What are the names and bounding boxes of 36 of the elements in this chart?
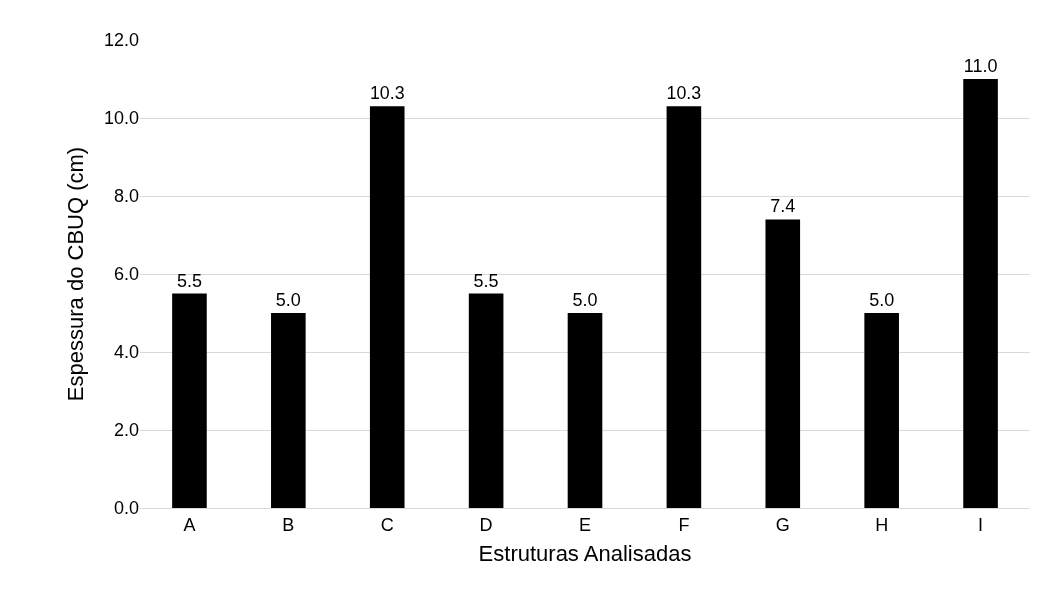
x-tick-label: E — [578, 514, 592, 535]
x-tick-label: C — [380, 514, 394, 535]
data-label: 5.5 — [473, 270, 499, 291]
bar — [172, 293, 207, 508]
y-tick-label: 4.0 — [113, 342, 139, 363]
y-tick-label: 8.0 — [113, 186, 139, 207]
y-tick-label: 2.0 — [113, 420, 139, 441]
x-tick-label: I — [978, 514, 984, 535]
y-axis-title: Espessura do CBUQ (cm) — [62, 146, 88, 402]
bar — [567, 313, 603, 508]
bar — [369, 106, 405, 508]
x-tick-label: D — [479, 514, 493, 535]
data-label: 11.0 — [963, 56, 998, 76]
y-tick-label: 0.0 — [113, 498, 139, 519]
data-label: 5.0 — [572, 290, 598, 310]
data-label: 10.3 — [666, 83, 702, 104]
bar — [468, 293, 504, 508]
data-label: 5.5 — [176, 270, 202, 291]
data-label: 5.0 — [869, 290, 895, 310]
y-tick-label: 6.0 — [113, 264, 139, 285]
data-label: 5.0 — [275, 290, 301, 310]
y-tick-label: 10.0 — [103, 108, 139, 129]
x-tick-label: G — [775, 514, 790, 535]
data-label: 10.3 — [369, 83, 405, 104]
bar — [765, 219, 801, 508]
x-tick-label: H — [875, 514, 889, 535]
data-label: 7.4 — [770, 196, 796, 217]
bar — [271, 313, 306, 508]
x-tick-label: F — [678, 514, 690, 535]
y-tick-label: 12.0 — [103, 30, 139, 51]
x-tick-label: B — [282, 514, 295, 535]
x-tick-label: A — [183, 514, 196, 535]
bar — [666, 106, 702, 508]
bar — [963, 79, 998, 508]
bar — [864, 313, 899, 508]
x-axis-title: Estruturas Analisadas — [478, 541, 692, 567]
